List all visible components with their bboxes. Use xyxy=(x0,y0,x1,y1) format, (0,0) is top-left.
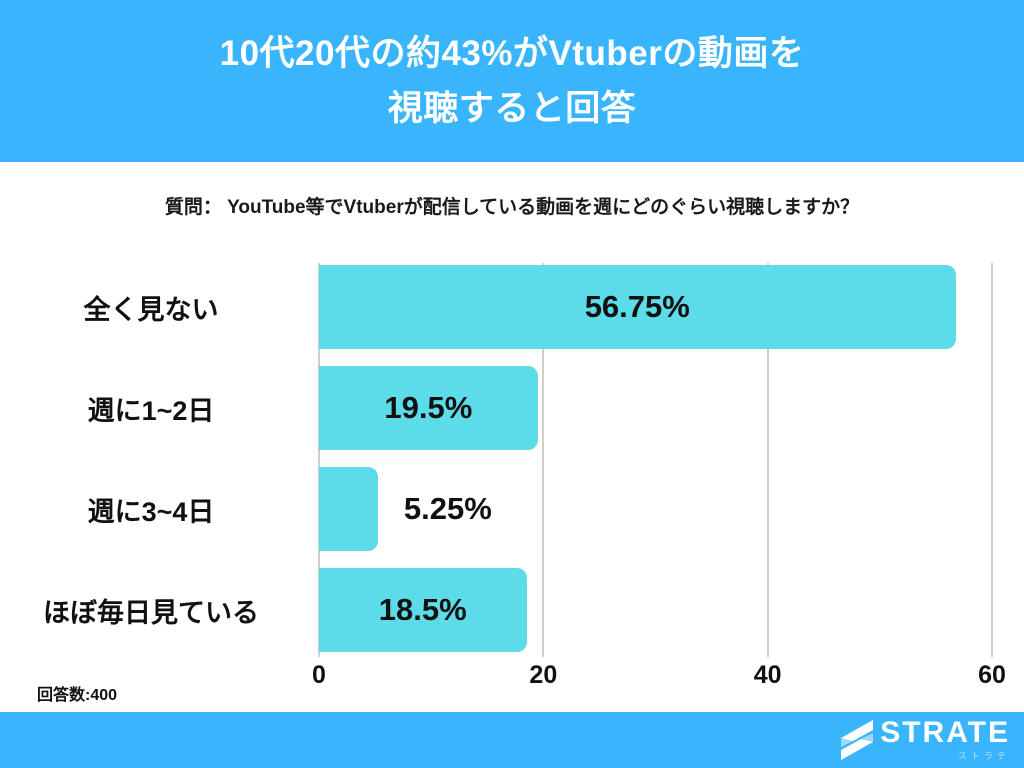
category-label: 全く見ない xyxy=(83,294,219,325)
bar xyxy=(319,568,527,652)
gridline xyxy=(991,263,993,657)
strate-logo-text: STRATE ストラテ xyxy=(880,718,1010,762)
header-banner: 10代20代の約43%がVtuberの動画を 視聴すると回答 xyxy=(0,0,1024,162)
strate-logo-katakana: ストラテ xyxy=(957,751,1010,761)
gridline xyxy=(766,263,769,657)
bar-chart: 全く見ない 56.75% 週に1~2日 19.5% 週に3~4日 5.25% ほぼ毎日見てい… xyxy=(0,263,1024,657)
bar xyxy=(319,366,538,450)
category-label: 週に3~4日 xyxy=(87,496,215,527)
gridline xyxy=(542,263,545,657)
page-title-line1: 10代20代の約43%がVtuberの動画を xyxy=(219,34,805,73)
bar xyxy=(319,467,378,551)
x-tick-label: 60 xyxy=(978,661,1006,689)
strate-logo: STRATE ストラテ xyxy=(841,718,1010,762)
value-label: 5.25% xyxy=(403,491,492,526)
x-axis: 0 20 40 60 xyxy=(0,661,1024,695)
survey-question: 質問： YouTube等でVtuberが配信している動画を週にどのぐらい視聴しま… xyxy=(164,197,860,218)
gridline xyxy=(318,263,320,657)
strate-logo-wordmark: STRATE xyxy=(880,716,1010,749)
strate-logo-icon xyxy=(841,720,874,760)
value-label: 56.75% xyxy=(584,289,690,324)
category-label: ほぼ毎日見ている xyxy=(43,597,259,628)
value-label: 18.5% xyxy=(378,592,467,627)
footer-bar: STRATE ストラテ xyxy=(0,712,1024,768)
respondent-count: 回答数:400 xyxy=(37,687,118,704)
page-title: 10代20代の約43%がVtuberの動画を 視聴すると回答 xyxy=(220,26,805,136)
bar xyxy=(319,265,956,349)
x-tick-label: 20 xyxy=(529,661,558,689)
x-tick-label: 40 xyxy=(753,661,782,689)
page-title-line2: 視聴すると回答 xyxy=(387,89,637,128)
x-tick-label: 0 xyxy=(312,661,326,689)
value-label: 19.5% xyxy=(384,390,473,425)
category-label: 週に1~2日 xyxy=(87,395,215,426)
